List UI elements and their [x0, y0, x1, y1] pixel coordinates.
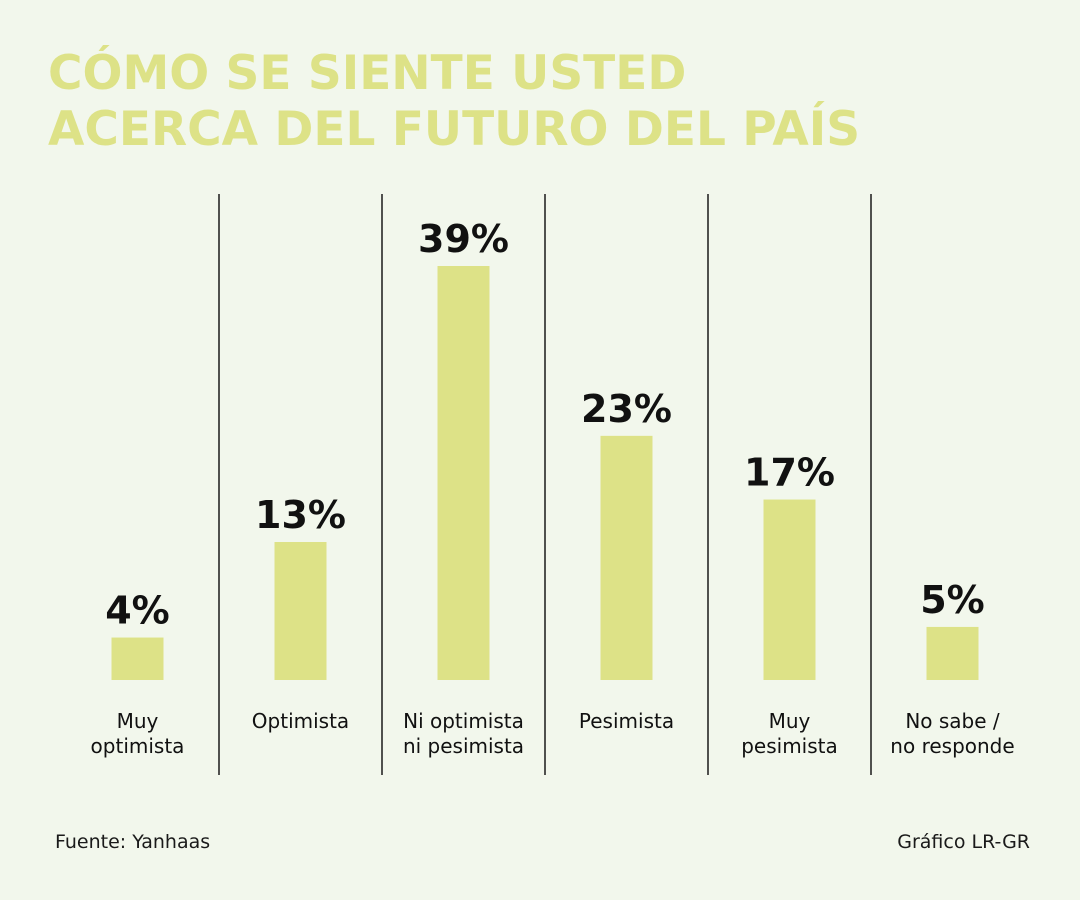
bar — [111, 637, 164, 680]
category-label: Ni optimista — [403, 709, 524, 733]
chart-title-line-1: CÓMO SE SIENTE USTED — [48, 46, 687, 101]
data-label: 4% — [105, 589, 170, 633]
category-label: Pesimista — [579, 709, 674, 733]
category-label: Muy — [117, 709, 159, 733]
category-label: Muy — [769, 709, 811, 733]
category-label: No sabe / — [905, 709, 1000, 733]
bar — [274, 542, 327, 680]
graphic-credit: Gráfico LR-GR — [897, 831, 1030, 853]
bar — [763, 499, 816, 680]
category-label: no responde — [890, 734, 1014, 758]
bar — [600, 435, 653, 680]
chart-title: CÓMO SE SIENTE USTED ACERCA DEL FUTURO D… — [48, 46, 860, 158]
chart-title-line-2: ACERCA DEL FUTURO DEL PAÍS — [48, 102, 861, 157]
bar — [437, 266, 490, 680]
data-label: 5% — [920, 578, 985, 622]
category-label: optimista — [91, 734, 185, 758]
category-label: Optimista — [252, 709, 349, 733]
category-label: ni pesimista — [403, 734, 524, 758]
source-note: Fuente: Yanhaas — [55, 831, 211, 853]
category-label: pesimista — [741, 734, 838, 758]
data-label: 17% — [744, 451, 835, 495]
bar — [926, 626, 979, 680]
data-label: 13% — [255, 493, 346, 537]
data-label: 39% — [418, 217, 509, 261]
data-label: 23% — [581, 387, 672, 431]
